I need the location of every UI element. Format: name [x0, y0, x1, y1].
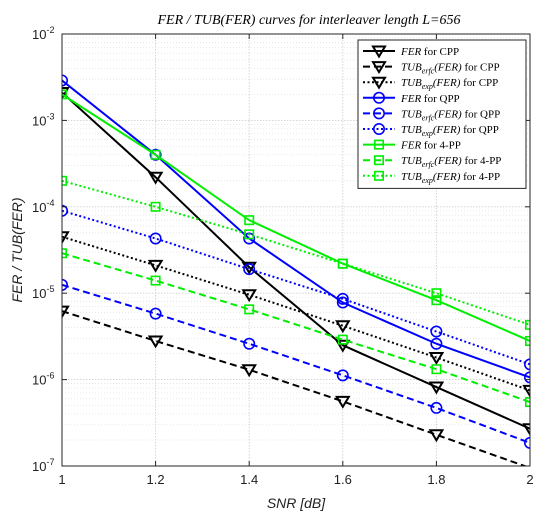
series-line [62, 283, 530, 444]
x-axis-title: SNR [dB] [267, 495, 326, 511]
legend-swatch-marker [373, 170, 384, 181]
data-point [335, 339, 351, 353]
data-point [62, 89, 67, 100]
legend-swatch-marker [371, 45, 387, 59]
data-point [431, 364, 442, 375]
legend-swatch-marker [373, 155, 384, 166]
legend-label: TUBerfc(FER) for 4-PP [401, 155, 501, 169]
x-tick-label: 1.4 [240, 472, 258, 487]
data-point [241, 261, 257, 275]
data-point [147, 171, 164, 185]
y-tick-label: 10-4 [32, 198, 54, 215]
data-point [243, 337, 256, 350]
x-tick-label: 1 [58, 472, 65, 487]
series-layer [62, 74, 530, 466]
data-point [522, 423, 530, 437]
data-point [62, 74, 68, 87]
x-tick-label: 2 [526, 472, 533, 487]
data-point [243, 263, 256, 276]
data-point [62, 175, 67, 186]
series-line [62, 209, 530, 366]
plot-frame [61, 33, 531, 467]
legend-label: FER for 4-PP [400, 140, 461, 152]
series-line [62, 252, 530, 403]
legend-swatch-marker [372, 91, 385, 104]
data-point [147, 335, 164, 349]
x-tick-label: 1.6 [334, 472, 352, 487]
series-line [62, 235, 530, 392]
data-point [62, 204, 68, 217]
data-point [336, 369, 349, 382]
series-0 [62, 87, 530, 437]
data-point [62, 231, 70, 245]
series-line [62, 79, 530, 379]
data-point [335, 395, 351, 409]
data-point [150, 149, 161, 160]
data-point [241, 364, 257, 378]
data-point [522, 384, 530, 398]
x-axis: 1 1.2 1.4 1.6 1.8 2 [58, 34, 534, 487]
data-point [244, 215, 255, 226]
data-point [147, 259, 164, 273]
y-axis-title: FER / TUB(FER) [9, 198, 25, 303]
legend-label: TUBerfc(FER) for CPP [401, 62, 500, 76]
data-point [244, 229, 255, 240]
legend-label: TUBexp(FER) for CPP [401, 77, 498, 91]
y-tick-label: 10-7 [32, 457, 54, 474]
y-tick-label: 10-6 [32, 371, 54, 388]
legend-label: FER for CPP [400, 46, 459, 58]
data-point [336, 292, 349, 305]
x-tick-label: 1.8 [427, 472, 445, 487]
series-line [62, 93, 530, 342]
legend-label: TUBexp(FER) for QPP [401, 124, 499, 138]
y-tick-label: 10-3 [32, 111, 54, 128]
legend-label: TUBexp(FER) for 4-PP [401, 171, 500, 185]
data-point [428, 352, 445, 365]
legend-swatch-marker [371, 61, 387, 75]
data-point [428, 381, 445, 395]
data-point [336, 296, 349, 309]
data-point [430, 337, 443, 350]
data-point [431, 295, 442, 306]
data-point [335, 320, 351, 334]
legend-label: TUBerfc(FER) for QPP [401, 108, 500, 122]
data-point [428, 429, 445, 443]
series-4 [62, 278, 530, 449]
data-point [149, 232, 162, 245]
data-point [62, 87, 70, 101]
data-point [150, 275, 161, 286]
legend-label: FER for QPP [400, 93, 460, 105]
data-point [430, 325, 443, 338]
legend-swatch-marker [373, 139, 384, 150]
series-3 [62, 74, 530, 384]
legend-swatch-marker [371, 76, 387, 90]
series-line [62, 91, 530, 430]
data-point [431, 288, 442, 299]
data-point [150, 201, 161, 212]
data-point [62, 278, 68, 291]
data-point [430, 401, 443, 414]
legend-swatch-marker [372, 107, 385, 120]
data-point [62, 305, 70, 319]
data-point [337, 258, 348, 269]
data-point [241, 289, 257, 303]
data-point [337, 334, 348, 345]
data-point [244, 304, 255, 315]
series-1 [62, 305, 528, 466]
data-point [243, 232, 256, 245]
series-line [62, 179, 530, 326]
series-line [62, 310, 528, 466]
data-point [149, 148, 162, 161]
legend-swatch-marker [372, 123, 385, 136]
data-point [62, 248, 67, 259]
y-tick-label: 10-5 [32, 284, 54, 301]
x-tick-label: 1.2 [147, 472, 165, 487]
series-2 [62, 231, 530, 398]
y-axis: 10-7 10-6 10-5 10-4 10-3 10-2 [32, 25, 530, 474]
data-point [149, 307, 162, 320]
chart-title: FER / TUB(FER) curves for interleaver le… [157, 13, 461, 28]
y-tick-label: 10-2 [32, 25, 54, 42]
